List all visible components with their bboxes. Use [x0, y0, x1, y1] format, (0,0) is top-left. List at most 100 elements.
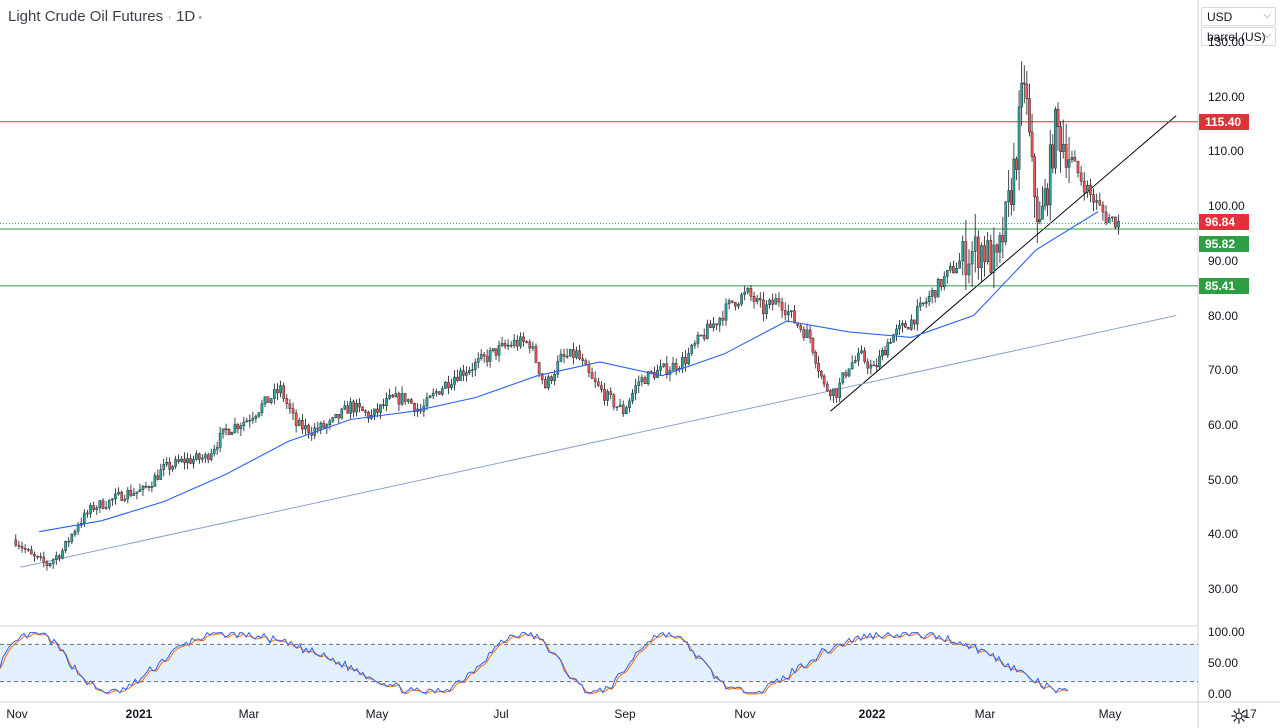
candle-body	[883, 349, 887, 356]
candle	[224, 423, 228, 436]
candle	[1017, 90, 1021, 191]
candle	[998, 232, 1002, 264]
candle	[70, 533, 74, 544]
candle-body	[500, 343, 504, 346]
candle-body	[51, 559, 55, 564]
candle	[400, 386, 404, 407]
candle-body	[23, 548, 27, 550]
candle-body	[203, 454, 207, 459]
moving-average-line	[39, 211, 1099, 533]
candle-body	[45, 561, 49, 567]
candle	[26, 547, 30, 552]
candle	[799, 322, 803, 333]
candle-body	[684, 357, 687, 365]
candle	[581, 353, 585, 366]
candle-body	[575, 350, 578, 358]
candle	[279, 380, 282, 398]
candle	[977, 230, 980, 280]
unit-value: barrel (US)	[1207, 30, 1266, 44]
unit-select[interactable]: barrel (US) ⌵	[1201, 27, 1276, 46]
candle-body	[1076, 161, 1080, 174]
candle	[39, 552, 43, 561]
candle	[755, 295, 759, 305]
stoch-band	[0, 644, 1198, 682]
candle-body	[562, 354, 566, 357]
candle-body	[459, 370, 462, 381]
candle	[528, 339, 532, 354]
candle-body	[1030, 131, 1034, 157]
candle-body	[450, 384, 453, 388]
candle	[743, 285, 746, 301]
candle-body	[643, 377, 647, 385]
candle	[918, 296, 922, 312]
candle	[958, 252, 961, 269]
candle-body	[257, 412, 261, 417]
candle	[989, 234, 993, 274]
candle-body	[1056, 109, 1060, 128]
candle	[724, 298, 728, 326]
price-tag: 95.82	[1199, 235, 1249, 252]
candle	[587, 360, 591, 378]
candle-body	[92, 505, 95, 511]
candle	[832, 388, 835, 403]
chart-title[interactable]: Light Crude Oil Futures · 1D •	[8, 8, 202, 25]
candle-body	[236, 424, 240, 429]
candle	[534, 343, 538, 364]
candle-body	[578, 350, 581, 360]
chevron-down-icon[interactable]: •	[198, 12, 203, 24]
candle-body	[48, 563, 52, 567]
candle	[328, 418, 332, 430]
candle	[1101, 201, 1105, 221]
candle-body	[358, 402, 361, 408]
candle-body	[590, 372, 594, 379]
candle-body	[528, 341, 532, 349]
candle	[817, 355, 820, 378]
candle-body	[832, 388, 835, 397]
candle-body	[995, 244, 999, 253]
candle-body	[1028, 98, 1031, 133]
candle-body	[297, 419, 301, 426]
currency-select[interactable]: USD ⌵	[1201, 7, 1276, 26]
candle	[410, 397, 413, 404]
candle-body	[491, 348, 495, 351]
candle-body	[730, 300, 734, 303]
candle	[379, 403, 382, 420]
candle-body	[391, 394, 395, 398]
candle	[910, 314, 913, 331]
chevron-down-icon: ⌵	[1263, 10, 1271, 21]
candle-body	[961, 241, 965, 262]
candle	[628, 397, 631, 413]
candle-body	[86, 512, 89, 515]
interval-label: 1D	[176, 8, 196, 25]
candle	[1046, 183, 1049, 217]
candle	[183, 452, 186, 470]
candle-body	[875, 365, 879, 368]
candle-body	[958, 260, 961, 269]
candle	[600, 381, 603, 393]
candle-body	[970, 251, 974, 265]
candle	[447, 375, 450, 395]
candle-body	[777, 298, 781, 303]
candle-body	[343, 405, 347, 410]
candle-body	[898, 325, 901, 330]
candle	[771, 293, 775, 311]
candle	[933, 289, 937, 303]
candle	[853, 355, 857, 364]
candle	[340, 407, 344, 420]
candle-body	[319, 422, 323, 430]
candle-body	[394, 393, 398, 398]
candle-body	[572, 349, 575, 358]
candle-body	[435, 391, 438, 394]
candle	[562, 348, 566, 364]
candle-body	[14, 539, 18, 546]
gear-icon[interactable]	[1230, 707, 1248, 725]
candle	[787, 304, 790, 323]
candle-body	[254, 415, 258, 419]
candle	[850, 355, 854, 370]
candle-body	[674, 362, 678, 370]
candle	[186, 452, 189, 469]
candle	[485, 349, 489, 367]
candle	[924, 297, 928, 308]
